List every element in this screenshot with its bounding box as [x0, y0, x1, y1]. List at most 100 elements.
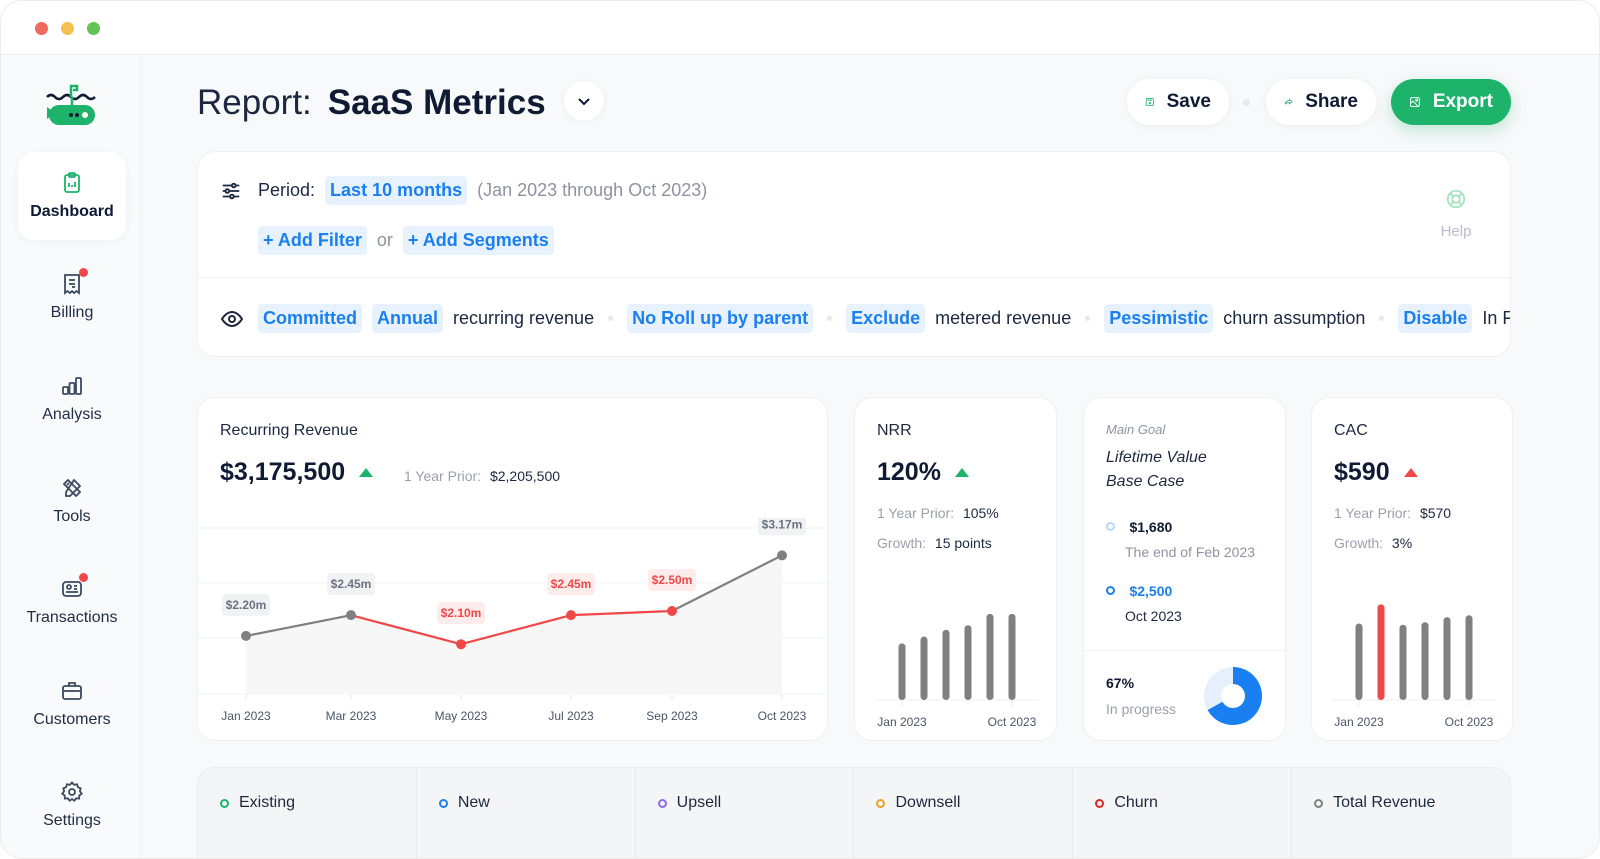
nrr-value: 120%: [877, 458, 969, 487]
legend-ring-icon: [220, 799, 229, 808]
prior-value: $2,205,500: [489, 468, 561, 484]
submarine-logo-icon[interactable]: [45, 83, 101, 127]
maximize-window-button[interactable]: [87, 22, 100, 35]
period-selector[interactable]: Last 10 months: [325, 176, 468, 205]
separator-dot: [1085, 316, 1091, 321]
export-label: Export: [1432, 91, 1493, 112]
x-tick-label: Jan 2023: [221, 709, 271, 723]
legend-label: Churn: [1114, 794, 1158, 811]
filter-panel: Period: Last 10 months (Jan 2023 through…: [197, 151, 1511, 357]
share-button[interactable]: Share: [1266, 79, 1376, 125]
prior-year: 1 Year Prior: 105%: [877, 505, 999, 521]
chevron-down-icon: [578, 98, 590, 106]
period-row: Period: Last 10 months (Jan 2023 through…: [220, 176, 707, 205]
bar: [1399, 624, 1407, 700]
report-dropdown-button[interactable]: [564, 81, 604, 121]
x-tick-label: Sep 2023: [646, 709, 698, 723]
receipt-icon: [60, 268, 88, 296]
sidebar-item-dashboard[interactable]: Dashboard: [18, 152, 126, 240]
x-tick-label: Jul 2023: [548, 709, 594, 723]
line-segment: [244, 614, 353, 638]
sidebar-item-billing[interactable]: Billing: [18, 253, 126, 341]
sidebar-item-label: Tools: [53, 508, 91, 525]
target-value: $2,500: [1129, 582, 1173, 599]
data-point: [566, 610, 576, 621]
sidebar-item-label: Transactions: [26, 609, 118, 626]
sidebar-item-customers[interactable]: Customers: [18, 660, 126, 748]
trend-up-icon: [359, 468, 374, 477]
minimize-window-button[interactable]: [61, 22, 74, 35]
in-flux-text: In Flux: [1482, 308, 1510, 328]
trend-up-icon: [954, 468, 969, 477]
legend-item-downsell[interactable]: Downsell: [854, 768, 1074, 858]
growth: Growth: 3%: [1334, 535, 1412, 551]
prior-value: 105%: [962, 505, 999, 521]
data-label: $2.20m: [226, 598, 267, 612]
line-segment: [459, 614, 573, 646]
progress-percent: 67%: [1106, 675, 1135, 691]
sidebar-item-analysis[interactable]: Analysis: [18, 355, 126, 443]
card-title: NRR: [877, 422, 912, 439]
bar: [1421, 622, 1429, 700]
line-segment: [670, 554, 784, 613]
close-window-button[interactable]: [35, 22, 48, 35]
committed-toggle[interactable]: Committed: [258, 304, 362, 333]
growth-value: 15 points: [934, 535, 992, 551]
prior-label: 1 Year Prior:: [404, 468, 482, 484]
goal-target: $2,500 Oct 2023: [1106, 582, 1182, 624]
rollup-toggle[interactable]: No Roll up by parent: [627, 304, 814, 333]
sidebar-item-tools[interactable]: Tools: [18, 457, 126, 545]
card-title: CAC: [1334, 422, 1368, 439]
legend-item-churn[interactable]: Churn: [1073, 768, 1293, 858]
legend-item-total-revenue[interactable]: Total Revenue: [1292, 768, 1510, 858]
metric-value: $3,175,500: [220, 458, 346, 486]
start-value: $1,680: [1129, 518, 1173, 535]
bar: [942, 629, 950, 700]
sidebar-item-transactions[interactable]: Transactions: [18, 558, 126, 646]
bar: [898, 643, 906, 700]
data-label: $2.10m: [441, 606, 482, 620]
sidebar-item-label: Billing: [50, 304, 94, 321]
sidebar: Dashboard Billing Analysis Tools: [1, 55, 141, 858]
line-segment: [349, 614, 463, 646]
data-label: $2.45m: [551, 577, 592, 591]
add-filter-button[interactable]: + Add Filter: [258, 226, 367, 255]
sidebar-item-settings[interactable]: Settings: [18, 761, 126, 849]
metric-value: 120%: [877, 458, 941, 486]
legend-item-upsell[interactable]: Upsell: [636, 768, 855, 858]
lifebuoy-icon: [1446, 189, 1466, 209]
data-label-bg: [758, 518, 806, 536]
goal-title-line: Lifetime Value: [1106, 449, 1207, 466]
x-tick-label: Mar 2023: [326, 709, 377, 723]
bar-chart-icon: [60, 374, 84, 398]
legend-item-new[interactable]: New: [417, 768, 636, 858]
cac-bar-chart: Jan 2023 Oct 2023: [1332, 604, 1496, 729]
sidebar-item-label: Customers: [33, 711, 111, 728]
annual-toggle[interactable]: Annual: [372, 304, 443, 333]
page-title: Report: SaaS Metrics: [197, 81, 546, 125]
x-tick-label: Jan 2023: [877, 715, 927, 729]
legend-item-existing[interactable]: Existing: [198, 768, 417, 858]
legend-ring-icon: [657, 799, 667, 808]
add-segments-button[interactable]: + Add Segments: [402, 226, 554, 255]
revenue-legend: Existing New Upsell Downsell Churn Total…: [197, 767, 1511, 858]
target-label: Oct 2023: [1125, 608, 1182, 624]
main-goal-card: Main Goal Lifetime Value Base Case $1,68…: [1083, 397, 1286, 741]
eye-icon: [220, 310, 244, 327]
separator-dot: [1243, 99, 1250, 106]
disable-toggle[interactable]: Disable: [1398, 304, 1473, 333]
bar: [1465, 615, 1473, 700]
page-title-prefix: Report:: [197, 83, 312, 122]
growth-label: Growth:: [877, 535, 927, 551]
save-button[interactable]: Save: [1127, 79, 1229, 125]
export-button[interactable]: Export: [1391, 79, 1511, 125]
pessimistic-toggle[interactable]: Pessimistic: [1104, 304, 1214, 333]
x-tick-label: May 2023: [435, 709, 488, 723]
help-button[interactable]: Help: [1436, 188, 1476, 240]
or-label: or: [376, 230, 393, 250]
sidebar-item-label: Settings: [43, 812, 101, 829]
add-filter-row: + Add Filter or + Add Segments: [258, 226, 554, 255]
exclude-toggle[interactable]: Exclude: [846, 304, 926, 333]
goal-start: $1,680 The end of Feb 2023: [1106, 518, 1255, 560]
